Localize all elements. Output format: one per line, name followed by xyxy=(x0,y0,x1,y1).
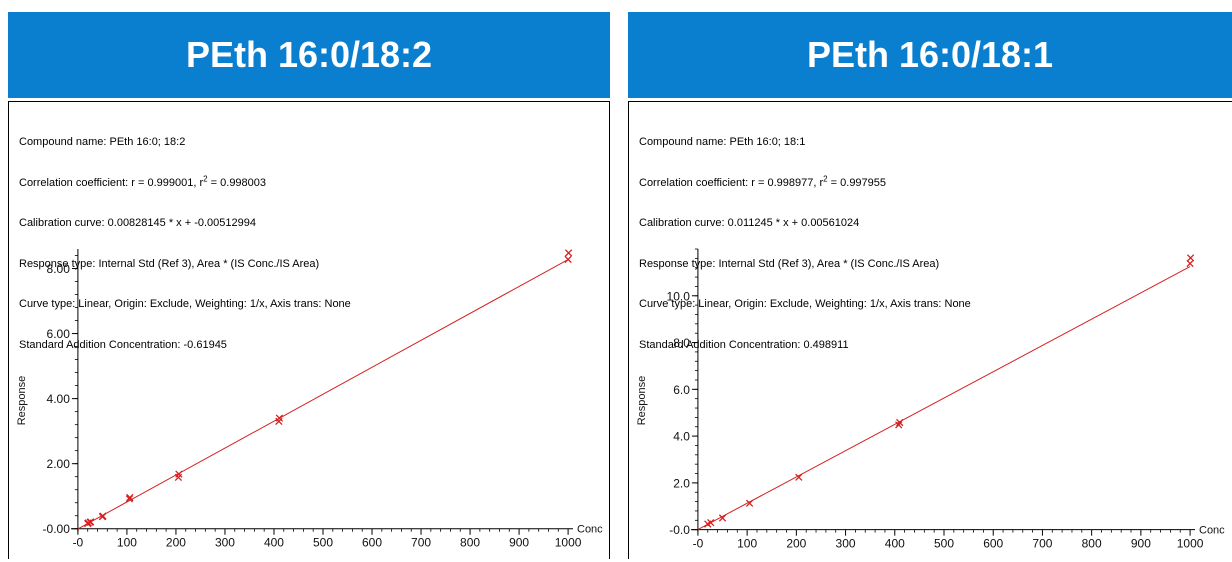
data-point-stroke xyxy=(175,470,183,478)
y-tick-label: 8.0 xyxy=(673,336,690,350)
data-point-stroke xyxy=(86,518,95,526)
fit-line xyxy=(697,266,1191,530)
data-point xyxy=(895,421,903,429)
data-point-stroke xyxy=(564,255,572,264)
response-type: Response type: Internal Std (Ref 3), Are… xyxy=(19,257,320,270)
calibration-plot-frame: Compound name: PEth 16:0; 18:1 Correlati… xyxy=(628,101,1232,559)
data-point xyxy=(175,470,183,478)
y-tick-label: 6.00 xyxy=(47,327,71,341)
fit-line xyxy=(77,259,569,530)
y-tick-label: -0.0 xyxy=(669,523,690,537)
correlation-value: = 0.998003 xyxy=(207,176,267,189)
x-tick-label: -0 xyxy=(693,537,704,551)
calibration-info: Compound name: PEth 16:0; 18:1 Correlati… xyxy=(639,109,971,379)
x-tick-label: 800 xyxy=(1082,537,1102,551)
data-point-stroke xyxy=(1186,259,1194,268)
x-tick-label: 500 xyxy=(934,537,954,551)
x-axis-label: Conc xyxy=(1199,525,1225,537)
panel-banner: PEth 16:0/18:2 xyxy=(8,12,610,98)
y-tick-label: -0.00 xyxy=(43,522,71,536)
y-tick-label: 8.00 xyxy=(47,262,71,276)
data-point xyxy=(86,518,95,526)
data-point-stroke xyxy=(126,493,134,502)
compound-name: Compound name: PEth 16:0; 18:2 xyxy=(19,136,186,148)
data-point xyxy=(564,255,572,264)
data-point xyxy=(126,493,134,502)
x-tick-label: 800 xyxy=(460,536,480,550)
x-tick-label: 1000 xyxy=(1177,537,1204,551)
standard-addition: Standard Addition Concentration: 0.49891… xyxy=(639,338,849,351)
calibration-plot-frame: Compound name: PEth 16:0; 18:2 Correlati… xyxy=(8,101,610,559)
data-point xyxy=(99,512,107,520)
data-point xyxy=(564,249,573,257)
y-tick-label: 2.00 xyxy=(47,457,71,471)
correlation-superscript: 2 xyxy=(823,173,828,183)
x-tick-label: 500 xyxy=(313,536,333,550)
panel-banner: PEth 16:0/18:1 xyxy=(628,12,1232,98)
y-axis-label: Response xyxy=(636,376,648,426)
data-point-stroke xyxy=(795,473,803,481)
y-tick-label: 2.0 xyxy=(673,476,690,490)
x-tick-label: 600 xyxy=(983,537,1003,551)
calibration-panel-right: PEth 16:0/18:1 Compound name: PEth 16:0;… xyxy=(628,12,1232,559)
data-point-stroke xyxy=(1186,254,1195,262)
x-tick-label: 400 xyxy=(264,536,284,550)
compound-name: Compound name: PEth 16:0; 18:1 xyxy=(639,136,806,148)
y-tick-label: 6.0 xyxy=(673,383,690,397)
data-point xyxy=(275,414,284,422)
x-tick-label: 600 xyxy=(362,536,382,550)
x-tick-label: 300 xyxy=(836,537,856,551)
x-tick-label: 900 xyxy=(509,536,529,550)
correlation-coefficient: Correlation coefficient: r = 0.998977, r… xyxy=(639,173,971,191)
x-tick-label: 700 xyxy=(1032,537,1052,551)
data-point-stroke xyxy=(707,518,715,527)
correlation-value: = 0.997955 xyxy=(827,176,887,189)
data-point-stroke xyxy=(564,249,573,257)
data-point xyxy=(896,418,904,427)
curve-type: Curve type: Linear, Origin: Exclude, Wei… xyxy=(19,298,351,310)
curve-type: Curve type: Linear, Origin: Exclude, Wei… xyxy=(639,298,971,310)
data-point-stroke xyxy=(275,414,284,422)
correlation-text: Correlation coefficient: r = 0.999001, r xyxy=(19,176,204,189)
x-tick-label: 200 xyxy=(786,537,806,551)
x-tick-label: 900 xyxy=(1131,537,1151,551)
x-axis-label: Conc xyxy=(577,524,603,536)
x-tick-label: 300 xyxy=(215,536,235,550)
y-tick-label: 4.00 xyxy=(47,392,71,406)
standard-addition: Standard Addition Concentration: -0.6194… xyxy=(19,338,227,351)
data-point xyxy=(745,499,754,507)
response-type: Response type: Internal Std (Ref 3), Are… xyxy=(639,257,940,270)
correlation-text: Correlation coefficient: r = 0.998977, r xyxy=(639,176,824,189)
data-point-stroke xyxy=(718,514,727,522)
x-tick-label: 1000 xyxy=(555,536,582,550)
calibration-info: Compound name: PEth 16:0; 18:2 Correlati… xyxy=(19,109,351,379)
data-point xyxy=(795,473,803,481)
data-point-stroke xyxy=(745,499,754,507)
calibration-curve: Calibration curve: 0.00828145 * x + -0.0… xyxy=(19,217,256,229)
x-tick-label: -0 xyxy=(73,536,84,550)
y-axis-label: Response xyxy=(16,376,28,426)
x-tick-label: 700 xyxy=(411,536,431,550)
data-point-stroke xyxy=(896,418,904,427)
x-tick-label: 400 xyxy=(885,537,905,551)
data-point xyxy=(718,514,727,522)
x-tick-label: 200 xyxy=(166,536,186,550)
data-point-stroke xyxy=(895,421,903,429)
calibration-panel-left: PEth 16:0/18:2 Compound name: PEth 16:0;… xyxy=(8,12,610,559)
x-tick-label: 100 xyxy=(117,536,137,550)
calibration-curve: Calibration curve: 0.011245 * x + 0.0056… xyxy=(639,217,860,229)
y-tick-label: 4.0 xyxy=(673,430,690,444)
data-point xyxy=(707,518,715,527)
correlation-coefficient: Correlation coefficient: r = 0.999001, r… xyxy=(19,173,351,191)
y-tick-label: 10.0 xyxy=(667,289,691,303)
x-tick-label: 100 xyxy=(737,537,757,551)
data-point xyxy=(1186,254,1195,262)
correlation-superscript: 2 xyxy=(203,173,208,183)
data-point-stroke xyxy=(99,512,107,520)
